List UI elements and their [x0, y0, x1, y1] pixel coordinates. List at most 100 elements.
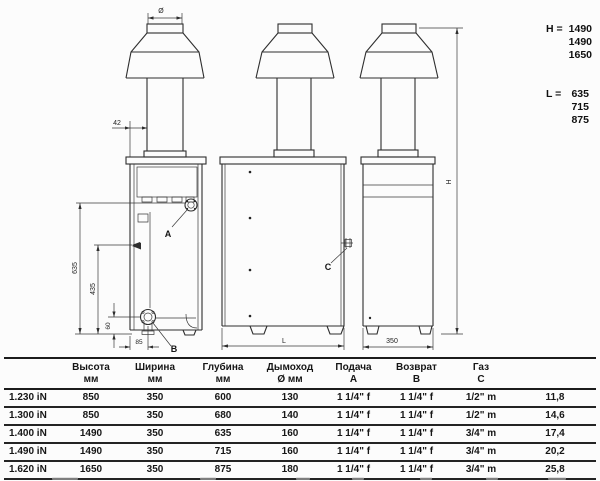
model-cell: 1.400 iN [4, 425, 60, 444]
boiler-body-side [219, 156, 347, 335]
boiler-dimension-drawing: Ø 42 [72, 8, 593, 354]
scan-artifact [52, 477, 78, 480]
column-header-width: Ширина мм [122, 358, 188, 390]
table-row: 1.490 iN 1490 350 715 160 1 1/4" f 1 1/4… [4, 443, 596, 462]
model-cell: 1.490 iN [4, 443, 60, 462]
depth-dimension: L [221, 328, 345, 350]
scan-artifact [296, 477, 310, 480]
table-cell: 1 1/4" f [385, 461, 448, 480]
diameter-symbol: Ø [158, 8, 164, 15]
draft-hood [359, 23, 439, 79]
table-cell: 1490 [60, 425, 122, 444]
header-line1: Возврат [396, 362, 437, 373]
table-cell: 875 [188, 461, 258, 480]
boiler-body-front [360, 156, 436, 335]
header-line1: Глубина [202, 362, 244, 373]
right-front-view: 350 H [359, 23, 463, 350]
gas-connection-c: C [325, 238, 353, 272]
middle-side-view: C L [219, 23, 353, 350]
h-legend-label: H = [546, 23, 563, 35]
return-offset-dimension: 85 [119, 326, 159, 350]
h-value-3: 1650 [569, 49, 593, 61]
column-header-flue: Дымоход Ø мм [258, 358, 322, 390]
table-cell: 1 1/4" f [322, 407, 385, 426]
table-cell: 680 [188, 407, 258, 426]
table-cell: 160 [258, 425, 322, 444]
header-line1: Подача [335, 362, 372, 373]
table-cell: 1490 [60, 443, 122, 462]
table-cell: 20,2 [514, 443, 596, 462]
table-cell: 1 1/4" f [322, 389, 385, 408]
model-cell: 1.620 iN [4, 461, 60, 480]
scan-artifact [486, 477, 498, 480]
flue-offset-dimension: 42 [112, 120, 147, 157]
table-cell: 1 1/4" f [322, 425, 385, 444]
draft-hood [125, 23, 205, 79]
boiler-spec-table: Высота мм Ширина мм Глубина мм Дымоход Ø… [4, 357, 596, 480]
table-cell: 1 1/4" f [385, 443, 448, 462]
column-header-model [4, 358, 60, 390]
table-body: 1.230 iN 850 350 600 130 1 1/4" f 1 1/4"… [4, 389, 596, 480]
flue-pipe [377, 78, 419, 158]
header-line1: Газ [472, 362, 490, 373]
table-cell: 350 [122, 461, 188, 480]
header-line2: мм [215, 374, 231, 385]
spec-table-section: Высота мм Ширина мм Глубина мм Дымоход Ø… [0, 357, 600, 480]
header-line1: Дымоход [266, 362, 314, 373]
supply-connection-a: A [165, 198, 198, 239]
column-header-return: Возврат B [385, 358, 448, 390]
scan-artifact [548, 477, 566, 480]
flue-pipe [143, 78, 187, 158]
left-section-view: Ø 42 [72, 8, 207, 354]
header-line2: C [477, 374, 485, 385]
model-cell: 1.300 iN [4, 407, 60, 426]
l-legend-label: L = [546, 88, 561, 100]
table-row: 1.620 iN 1650 350 875 180 1 1/4" f 1 1/4… [4, 461, 596, 480]
label-b: B [171, 344, 178, 354]
dim-L: L [282, 338, 286, 345]
table-cell: 3/4" m [448, 443, 514, 462]
header-line2: B [412, 374, 421, 385]
table-cell: 11,8 [514, 389, 596, 408]
scan-artifact [200, 477, 216, 480]
return-connection-b: B [139, 308, 178, 354]
flue-diameter-dimension: Ø [147, 8, 183, 24]
table-cell: 1 1/4" f [385, 389, 448, 408]
height-dimensions: 635 435 60 [72, 202, 186, 348]
table-row: 1.300 iN 850 350 680 140 1 1/4" f 1 1/4"… [4, 407, 596, 426]
column-header-gas: Газ C [448, 358, 514, 390]
scan-artifact [420, 477, 432, 480]
table-cell: 635 [188, 425, 258, 444]
table-cell: 140 [258, 407, 322, 426]
dim-85: 85 [135, 339, 143, 346]
width-dimension: 350 [362, 328, 434, 350]
label-a: A [165, 229, 172, 239]
column-header-depth: Глубина мм [188, 358, 258, 390]
table-cell: 350 [122, 425, 188, 444]
header-line2: мм [147, 374, 163, 385]
header-line2: A [349, 374, 358, 385]
table-cell: 1 1/4" f [322, 443, 385, 462]
table-cell: 180 [258, 461, 322, 480]
label-c: C [325, 262, 332, 272]
l-value-1: 635 [571, 88, 589, 100]
dim-635: 635 [72, 262, 79, 274]
table-cell: 1 1/4" f [385, 425, 448, 444]
flue-pipe [273, 78, 315, 158]
overall-height-dimension: H [419, 27, 463, 335]
h-value-2: 1490 [569, 36, 593, 48]
header-line1: Высота [72, 362, 110, 373]
dim-42: 42 [113, 120, 121, 127]
table-row: 1.400 iN 1490 350 635 160 1 1/4" f 1 1/4… [4, 425, 596, 444]
scan-artifact [352, 477, 364, 480]
draft-hood [255, 23, 335, 79]
table-cell: 850 [60, 389, 122, 408]
header-line1: Ширина [134, 362, 176, 373]
table-cell: 350 [122, 389, 188, 408]
table-cell: 715 [188, 443, 258, 462]
table-cell: 3/4" m [448, 425, 514, 444]
table-header: Высота мм Ширина мм Глубина мм Дымоход Ø… [4, 358, 596, 390]
table-cell: 600 [188, 389, 258, 408]
column-header-power [514, 358, 596, 390]
